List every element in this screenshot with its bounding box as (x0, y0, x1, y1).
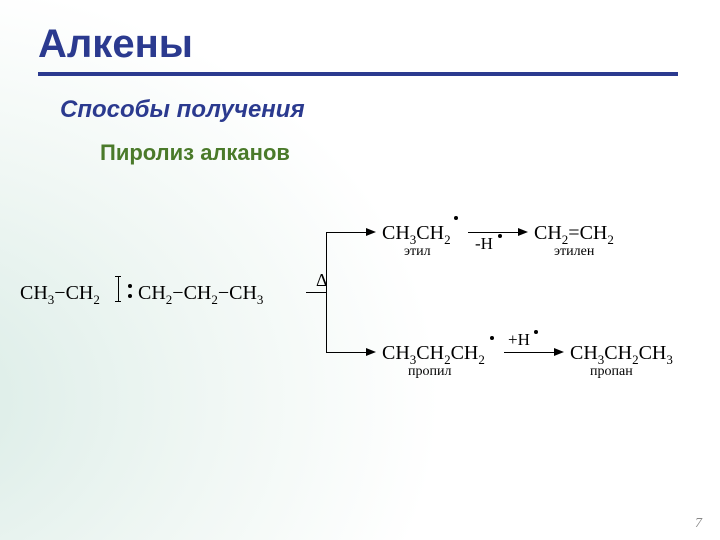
arrow-head-upper (366, 228, 376, 236)
cleavage-tick-bottom (115, 301, 121, 302)
branch-vert-lower (326, 292, 327, 352)
product2-arrow-head (554, 348, 564, 356)
branch-line-lower (326, 352, 366, 353)
product1-h-dot (498, 234, 502, 238)
section-heading: Пиролиз алканов (100, 140, 290, 166)
branch-stem (306, 292, 326, 293)
product1-arrow (468, 232, 518, 233)
branch-line-upper (326, 232, 366, 233)
product1-arrow-head (518, 228, 528, 236)
reaction-diagram: CH3−CH2 CH2−CH2−CH3 Δ CH3CH2 этил -H CH2… (20, 200, 700, 400)
arrow-head-lower (366, 348, 376, 356)
product1-result-label: этилен (554, 244, 594, 260)
product1-label: этил (404, 244, 431, 260)
branch-vert-upper (326, 232, 327, 292)
product2-result-label: пропан (590, 364, 633, 380)
product2-radical-dot (490, 336, 494, 340)
subtitle: Способы получения (60, 96, 305, 124)
radical-dot-1 (128, 284, 132, 288)
title-underline (38, 72, 678, 76)
product1-arrow-label: -H (475, 234, 493, 254)
page-number: 7 (695, 516, 702, 532)
reactant-left: CH3−CH2 (20, 282, 100, 308)
radical-dot-2 (128, 294, 132, 298)
reactant-right: CH2−CH2−CH3 (138, 282, 263, 308)
product2-label: пропил (408, 364, 451, 380)
product1-radical-dot (454, 216, 458, 220)
cleavage-line (118, 276, 119, 302)
page-title: Алкены (38, 22, 193, 67)
cleavage-tick-top (115, 276, 121, 277)
product2-h-dot (534, 330, 538, 334)
product2-arrow (504, 352, 554, 353)
product2-arrow-label: +H (508, 330, 530, 350)
